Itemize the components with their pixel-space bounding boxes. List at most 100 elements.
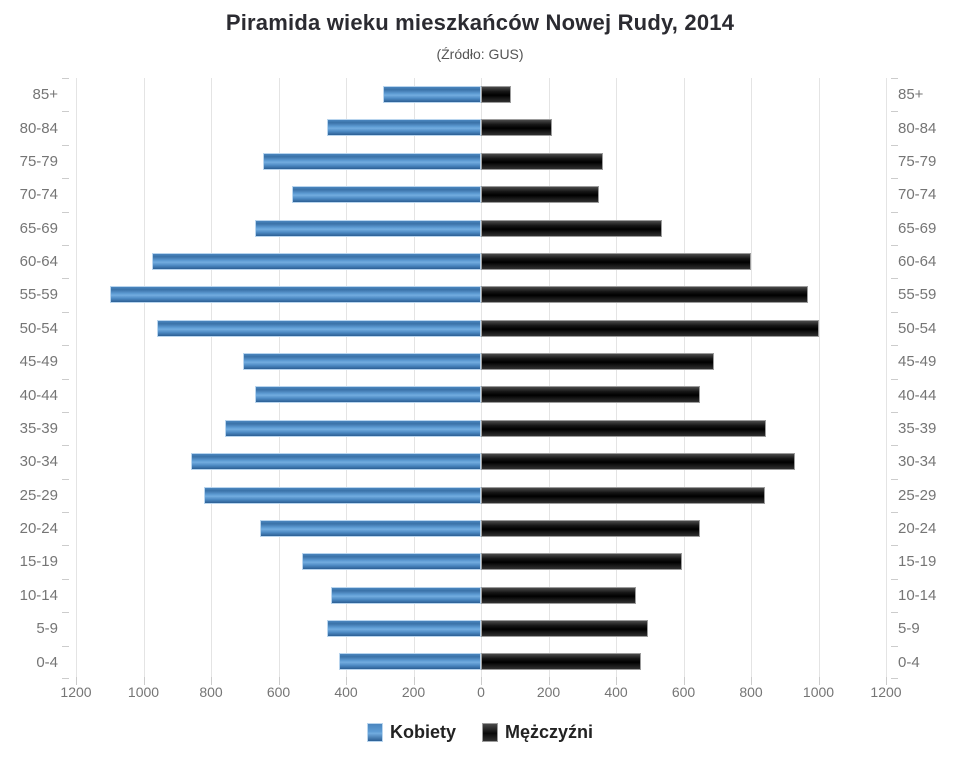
legend-label-mezczyzni: Mężczyźni <box>504 722 594 742</box>
category-tick <box>891 144 898 146</box>
category-tick <box>62 478 69 480</box>
pyramid-row-65-69 <box>76 212 886 245</box>
x-axis-label: 0 <box>477 684 485 700</box>
x-axis-tick <box>481 677 482 685</box>
y-axis-label-left: 45-49 <box>19 353 58 371</box>
bar-kobiety-35-39 <box>224 419 481 437</box>
category-tick <box>62 111 69 113</box>
y-axis-label-right: 60-64 <box>898 253 937 271</box>
y-axis-label-left: 55-59 <box>19 286 58 304</box>
category-tick <box>891 278 898 280</box>
gridline <box>211 78 212 679</box>
y-axis-label-right: 45-49 <box>898 353 937 371</box>
bar-kobiety-80-84 <box>327 119 481 137</box>
category-tick <box>891 411 898 413</box>
gridline <box>818 78 820 679</box>
y-axis-label-left: 10-14 <box>19 586 58 604</box>
y-axis-label-right: 55-59 <box>898 286 937 304</box>
category-tick <box>891 645 898 647</box>
category-tick <box>891 311 898 313</box>
x-axis-tick <box>278 677 280 685</box>
bar-kobiety-0-4 <box>339 653 481 671</box>
bar-kobiety-45-49 <box>243 353 481 370</box>
x-axis-label: 200 <box>401 684 426 700</box>
category-tick <box>891 545 898 547</box>
pyramid-row-10-14 <box>76 579 886 612</box>
bar-kobiety-60-64 <box>151 252 481 270</box>
category-tick <box>891 578 898 580</box>
category-tick <box>62 178 69 180</box>
category-tick <box>891 111 898 113</box>
bar-mezczyzni-65-69 <box>481 219 662 237</box>
bar-kobiety-5-9 <box>327 620 481 637</box>
bar-mezczyzni-30-34 <box>481 453 795 471</box>
pyramid-row-0-4 <box>76 645 886 678</box>
gridline <box>413 78 415 679</box>
bar-kobiety-25-29 <box>204 486 481 504</box>
y-axis-label-right: 65-69 <box>898 219 937 237</box>
y-axis-label-right: 40-44 <box>898 386 937 404</box>
plot-region: 85+ 80-84 75-79 70-74 65-69 60-64 55-59 50-54 45… <box>0 78 960 685</box>
gridline <box>886 78 887 679</box>
category-tick <box>891 478 898 480</box>
bar-mezczyzni-80-84 <box>481 119 552 137</box>
y-axis-left: 85+ 80-84 75-79 70-74 65-69 60-64 55-59 50-54 45… <box>0 78 60 679</box>
x-axis-label: 800 <box>739 684 763 700</box>
category-tick <box>62 144 69 146</box>
x-axis-label: 1000 <box>127 684 160 700</box>
bar-kobiety-10-14 <box>330 586 481 604</box>
y-axis-label-left: 25-29 <box>19 486 58 504</box>
bar-mezczyzni-40-44 <box>481 386 701 404</box>
y-axis-label-left: 15-19 <box>19 553 58 571</box>
bar-kobiety-50-54 <box>157 319 481 337</box>
category-tick <box>891 445 898 447</box>
x-axis-tick <box>751 677 752 685</box>
category-tick <box>891 345 898 347</box>
y-axis-label-left: 50-54 <box>19 319 58 337</box>
chart-subtitle: (Źródło: GUS) <box>436 46 524 62</box>
bar-mezczyzni-0-4 <box>481 653 642 671</box>
bar-kobiety-85+ <box>383 86 481 103</box>
gridline <box>143 78 145 679</box>
y-axis-label-right: 70-74 <box>898 186 937 204</box>
pyramid-row-70-74 <box>76 178 886 211</box>
y-axis-label-left: 60-64 <box>19 253 58 271</box>
category-tick <box>62 411 69 413</box>
pyramid-row-5-9 <box>76 612 886 645</box>
pyramid-row-35-39 <box>76 412 886 445</box>
bar-mezczyzni-60-64 <box>481 252 751 270</box>
category-tick <box>62 612 69 614</box>
gridline <box>278 78 280 679</box>
legend-item-mezczyzni[interactable]: Mężczyźni <box>481 722 594 743</box>
category-tick <box>891 378 898 380</box>
x-axis-label: 200 <box>536 684 561 700</box>
category-tick <box>62 311 69 313</box>
category-tick <box>62 278 69 280</box>
y-axis-label-left: 35-39 <box>19 419 58 437</box>
bar-mezczyzni-20-24 <box>481 519 701 537</box>
category-tick <box>62 378 69 380</box>
x-axis-label: 600 <box>671 684 696 700</box>
gridline <box>751 78 752 679</box>
pyramid-row-80-84 <box>76 111 886 144</box>
pyramid-row-15-19 <box>76 545 886 578</box>
legend-label-kobiety: Kobiety <box>389 722 456 742</box>
bar-mezczyzni-70-74 <box>481 186 600 204</box>
category-tick <box>62 545 69 547</box>
y-axis-label-left: 75-79 <box>19 152 58 170</box>
bar-mezczyzni-45-49 <box>481 353 714 370</box>
gridline <box>683 78 685 679</box>
bar-mezczyzni-85+ <box>481 86 512 103</box>
bar-kobiety-65-69 <box>254 219 481 237</box>
bar-mezczyzni-5-9 <box>481 620 649 637</box>
pyramid-row-85+ <box>76 78 886 111</box>
y-axis-label-right: 85+ <box>898 86 924 104</box>
x-axis-tick <box>413 677 415 685</box>
x-axis-label: 1000 <box>802 684 835 700</box>
x-axis-tick <box>211 677 212 685</box>
x-axis-tick <box>683 677 685 685</box>
legend-item-kobiety[interactable]: Kobiety <box>366 722 456 743</box>
y-axis-label-right: 80-84 <box>898 119 937 137</box>
kobiety-swatch-icon <box>366 723 383 742</box>
category-tick <box>891 211 898 213</box>
